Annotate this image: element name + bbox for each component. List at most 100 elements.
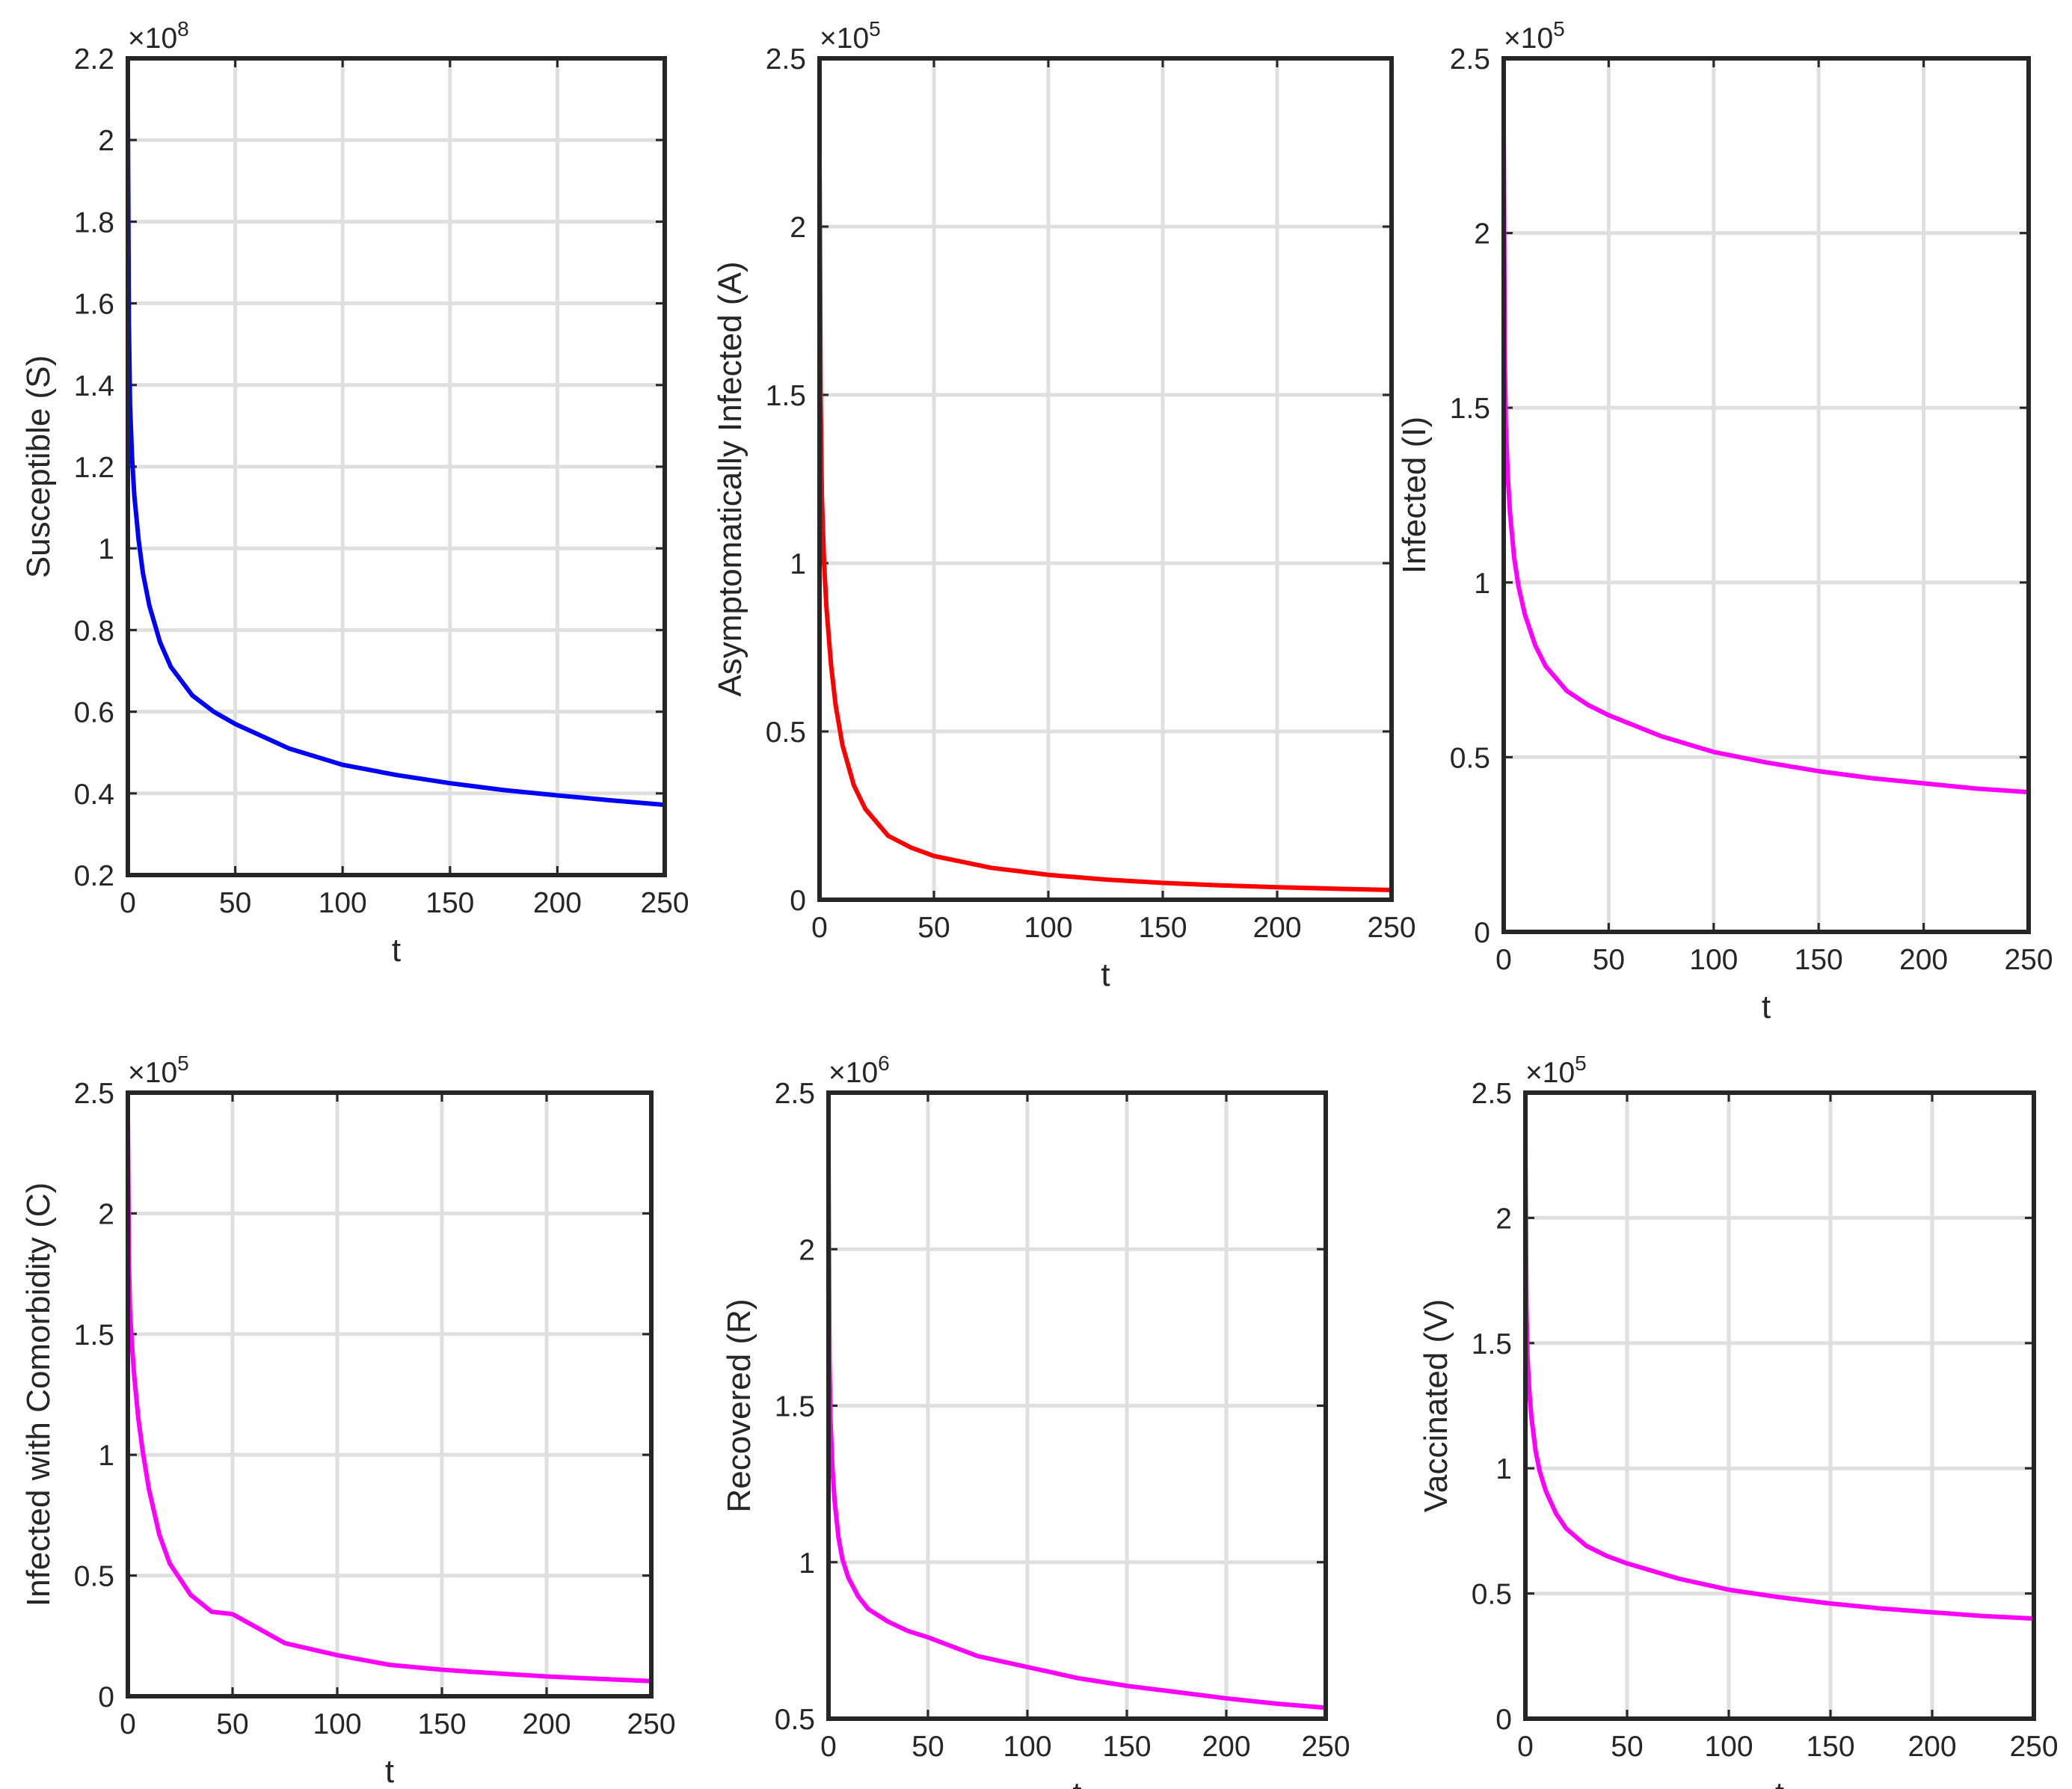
y-tick-label: 0.5 [74,1561,114,1593]
x-tick-label: 250 [2004,944,2053,976]
y-tick-label: 0 [790,885,806,917]
y-tick-label: 1.5 [1450,393,1490,425]
y-tick-label: 0 [1474,917,1490,949]
y-tick-label: 0.5 [1472,1579,1512,1611]
x-tick-label: 0 [1495,944,1512,976]
x-tick-label: 150 [1806,1731,1854,1763]
y-tick-label: 1 [790,548,806,580]
y-tick-label: 2.5 [74,1078,114,1110]
x-tick-label: 150 [1102,1731,1151,1763]
x-tick-label: 0 [811,912,828,944]
axes-box [126,56,667,877]
x-tick-label: 50 [917,912,950,944]
axes-box [817,56,1394,902]
y-tick-label: 1.6 [74,289,114,321]
x-tick-label: 250 [1367,912,1415,944]
y-tick-label: 1 [1474,568,1490,600]
y-tick-label: 0.2 [74,860,114,892]
y-tick-label: 2 [1474,218,1490,251]
plot-area [820,58,1392,900]
y-tick-label: 1.4 [74,370,114,402]
x-tick-label: 100 [1024,912,1072,944]
x-tick-label: 200 [533,887,582,919]
y-tick-label: 0.4 [74,779,114,811]
axis-exponent-label: ×105 [820,17,881,55]
x-tick-label: 250 [1301,1731,1350,1763]
series-line-I [1501,126,2031,795]
y-tick-label: 1.5 [1472,1328,1512,1360]
y-tick-label: 1.5 [766,380,806,412]
axes-box [1523,1090,2036,1721]
y-tick-label: 2 [799,1234,815,1266]
x-axis-label: t [1775,1776,1784,1789]
y-tick-label: 1 [98,533,114,565]
subplot-2: 0 50 100 150 200 250 0 0.5 1 1.5 2 2.5 t Asymptomatic… [712,17,1416,993]
y-tick-label: 0 [1495,1704,1512,1736]
axis-exponent-label: ×105 [128,1052,189,1089]
x-tick-label: 100 [313,1708,361,1740]
x-tick-label: 250 [627,1708,675,1740]
x-tick-label: 0 [120,1708,136,1740]
series-line-R [826,1144,1328,1710]
y-tick-label: 0.6 [74,697,114,729]
axes-box [826,1090,1328,1721]
series-line-A [817,150,1394,892]
axis-exponent-label: ×108 [128,17,189,55]
plot-area [1525,1093,2034,1719]
y-tick-label: 2 [98,125,114,157]
y-axis-label: Asymptomatically Infected (A) [712,262,748,697]
x-tick-label: 250 [2009,1731,2058,1763]
x-tick-label: 100 [1003,1731,1051,1763]
axes-box [1501,56,2031,934]
x-tick-label: 50 [216,1708,248,1740]
y-tick-label: 0.5 [766,716,806,749]
subplot-4: 0 50 100 150 200 250 0 0.5 1 1.5 2 2.5 t Infected wit… [20,1052,676,1789]
x-tick-label: 200 [1899,944,1948,976]
x-tick-label: 50 [912,1731,944,1763]
x-tick-label: 150 [1138,912,1187,944]
axes-box [126,1090,654,1699]
x-tick-label: 150 [417,1708,466,1740]
x-axis-label: t [385,1753,394,1789]
x-tick-label: 100 [1704,1731,1753,1763]
x-tick-label: 200 [522,1708,571,1740]
y-tick-label: 2.5 [775,1078,815,1110]
subplot-3: 0 50 100 150 200 250 0 0.5 1 1.5 2 2.5 t Infected (I)… [1396,17,2053,1025]
x-axis-label: t [1101,957,1110,993]
y-tick-label: 2.5 [1472,1078,1512,1110]
y-tick-label: 0.5 [775,1704,815,1736]
y-axis-label: Infected (I) [1396,417,1433,574]
x-tick-label: 0 [120,887,136,919]
x-tick-label: 200 [1252,912,1301,944]
x-tick-label: 0 [820,1731,837,1763]
y-tick-label: 0.8 [74,615,114,647]
x-tick-label: 100 [1689,944,1738,976]
x-tick-label: 50 [1593,944,1625,976]
y-tick-label: 1.2 [74,452,114,484]
y-axis-label: Recovered (R) [721,1298,757,1512]
plot-area [1504,58,2029,932]
x-axis-label: t [392,932,401,969]
x-tick-label: 0 [1517,1731,1534,1763]
subplot-6: 0 50 100 150 200 250 0 0.5 1 1.5 2 2.5 t Vaccinated (… [1418,1052,2059,1789]
x-tick-label: 150 [425,887,474,919]
axis-exponent-label: ×106 [829,1052,890,1089]
y-tick-label: 1.8 [74,206,114,239]
x-tick-label: 200 [1202,1731,1250,1763]
y-tick-label: 2.5 [766,43,806,76]
y-tick-label: 2.2 [74,43,114,76]
x-tick-label: 200 [1907,1731,1956,1763]
x-tick-label: 150 [1795,944,1843,976]
series-line-V [1523,1141,2036,1621]
axis-exponent-label: ×105 [1525,1052,1587,1089]
subplot-1: 0 50 100 150 200 250 0.2 0.4 0.6 0.8 1 1.2 1.4 1.6 1.8… [20,17,689,969]
x-tick-label: 50 [1611,1731,1643,1763]
y-tick-label: 1 [98,1440,114,1472]
y-tick-label: 2 [790,212,806,244]
y-axis-label: Infected with Comorbidity (C) [20,1182,57,1607]
x-tick-label: 100 [319,887,367,919]
x-axis-label: t [1072,1776,1081,1789]
y-tick-label: 2 [1495,1203,1512,1235]
y-tick-label: 1 [799,1547,815,1580]
